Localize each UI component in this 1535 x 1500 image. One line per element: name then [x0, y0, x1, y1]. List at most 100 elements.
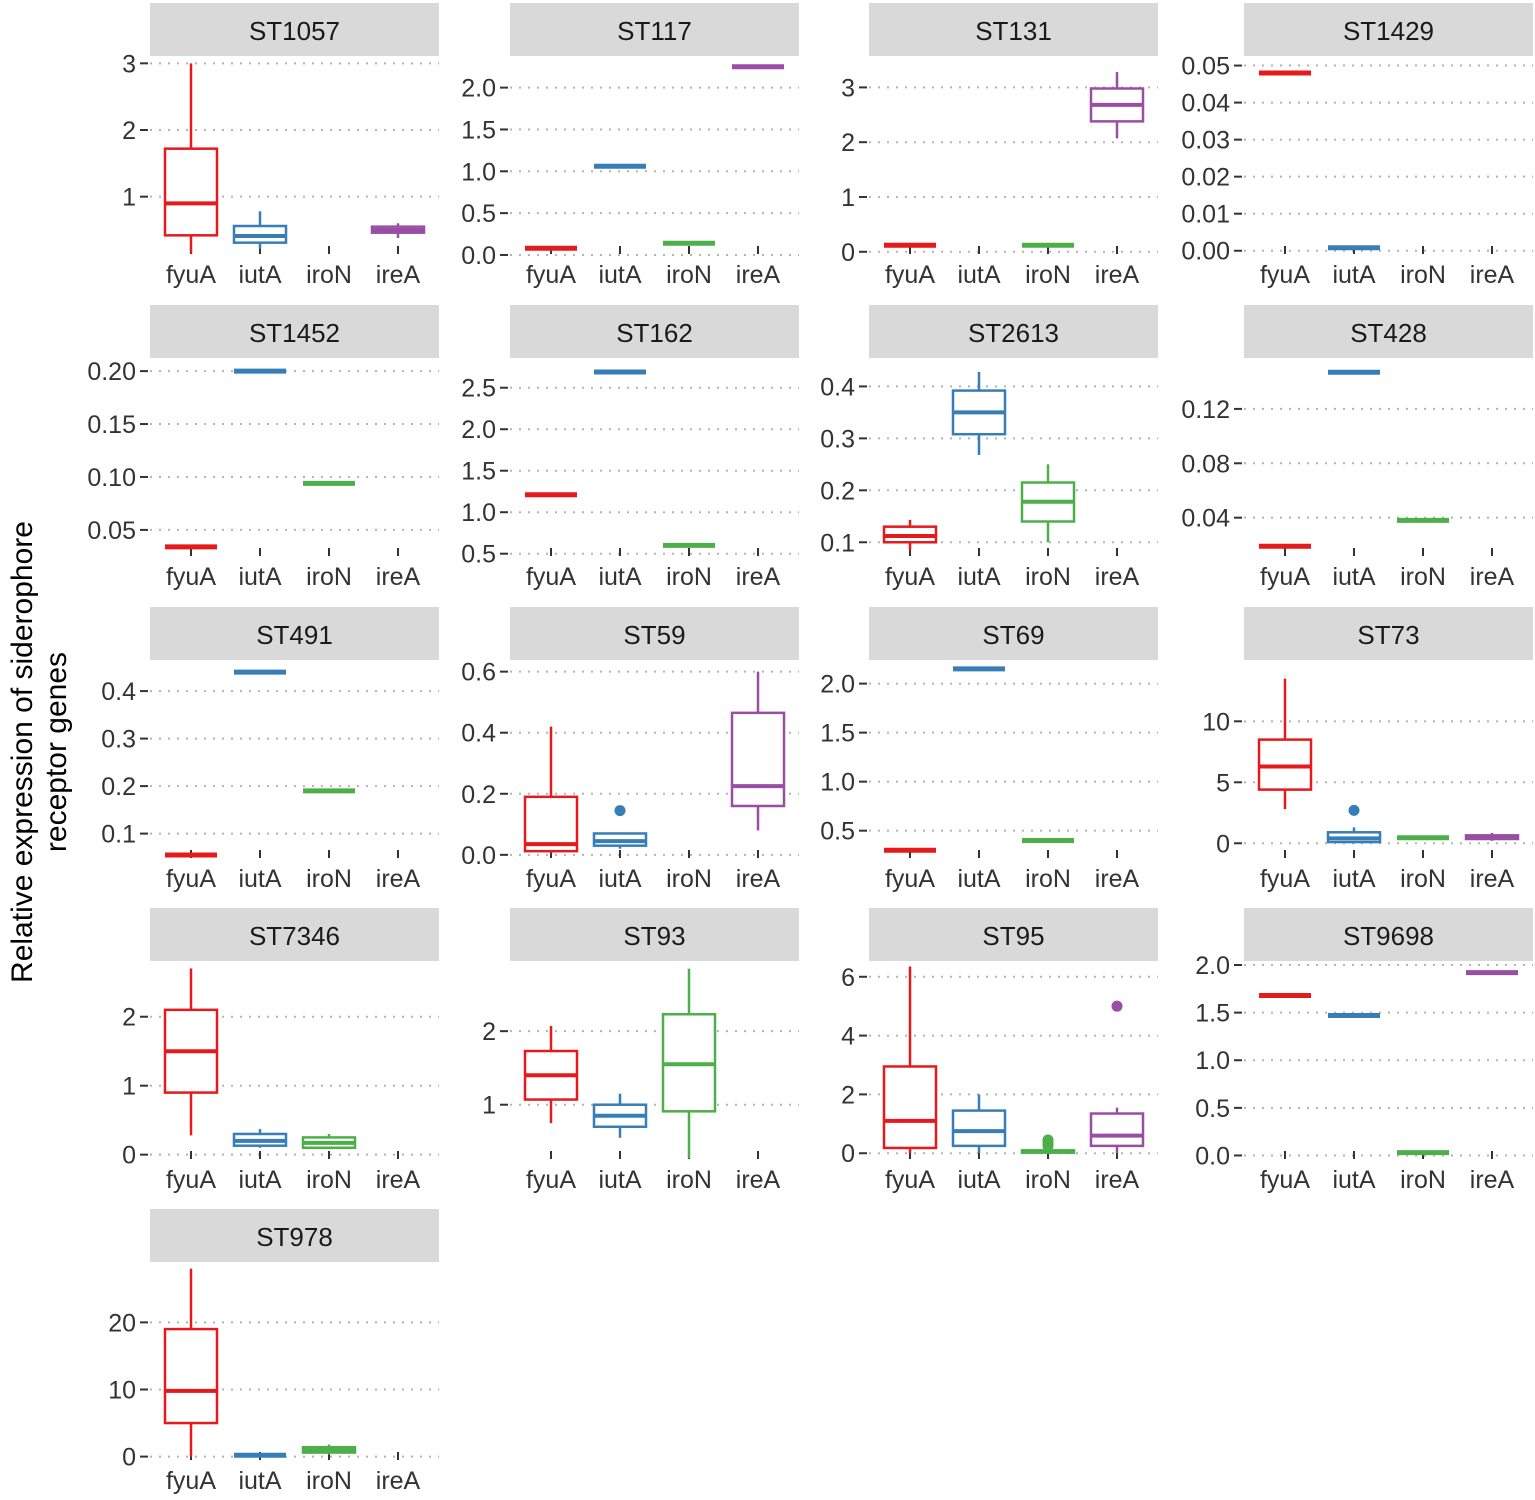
box-iqr	[1089, 1112, 1145, 1148]
x-tick-label: ireA	[1095, 261, 1140, 289]
y-tick-label: 2.0	[1195, 952, 1230, 980]
x-tick-label: ireA	[376, 865, 421, 893]
y-tick-label: 0.05	[1181, 53, 1230, 81]
y-tick-label: 2	[122, 1004, 136, 1032]
y-tick-label: 1.5	[1195, 1000, 1230, 1028]
y-tick-label: 0	[122, 1142, 136, 1170]
box-iqr	[523, 795, 579, 853]
panel-title: ST59	[623, 620, 685, 650]
y-tick-label: 0.03	[1181, 127, 1230, 155]
y-tick-label: 0.5	[461, 200, 496, 228]
box-iroN	[301, 1444, 357, 1455]
box-iqr	[951, 1109, 1007, 1148]
y-tick-label: 2	[841, 1081, 855, 1109]
panel-ST1452: ST1452 0.05 0.10 0.15 0.20 fyuA iutA iroN ireA	[87, 305, 439, 591]
box-iutA	[592, 805, 648, 849]
box-iutA	[1326, 804, 1382, 844]
x-tick-label: iroN	[1025, 261, 1071, 289]
box-fyuA	[163, 1268, 219, 1457]
y-tick-label: 2.0	[461, 75, 496, 103]
x-tick-label: ireA	[376, 563, 421, 591]
y-tick-label: 0.1	[101, 821, 136, 849]
y-tick-label: 1	[482, 1092, 496, 1120]
y-tick-label: 0.5	[820, 818, 855, 846]
panel-ST9698: ST9698 0.0 0.5 1.0 1.5 2.0 fyuA iutA iroN ireA	[1195, 908, 1533, 1194]
x-tick-label: iroN	[666, 261, 712, 289]
panel-ST1429: ST1429 0.00 0.01 0.02 0.03 0.04 0.05 fyuA iutA ir…	[1181, 3, 1533, 289]
x-tick-label: iroN	[1400, 563, 1446, 591]
x-tick-label: iroN	[306, 1467, 352, 1495]
box-outlier	[1111, 1000, 1123, 1012]
panel-title: ST93	[623, 921, 685, 951]
x-tick-label: fyuA	[166, 1166, 216, 1194]
x-tick-label: iutA	[957, 261, 1000, 289]
x-tick-label: fyuA	[1260, 563, 1310, 591]
x-tick-label: fyuA	[526, 261, 576, 289]
panel-strip	[869, 607, 1158, 660]
x-tick-label: ireA	[736, 865, 781, 893]
x-tick-label: fyuA	[1260, 261, 1310, 289]
y-tick-label: 0.0	[461, 842, 496, 870]
panel-ST1057: ST1057 1 2 3 fyuA iutA iroN ireA	[122, 3, 439, 289]
x-tick-label: iroN	[1025, 563, 1071, 591]
x-tick-label: iutA	[957, 563, 1000, 591]
panel-strip	[510, 607, 799, 660]
x-tick-label: iutA	[238, 563, 281, 591]
x-tick-label: iroN	[306, 563, 352, 591]
x-tick-label: iutA	[238, 261, 281, 289]
panel-strip	[150, 305, 439, 358]
y-tick-label: 4	[841, 1023, 855, 1051]
panel-title: ST1429	[1343, 16, 1434, 46]
box-iqr	[163, 1327, 219, 1425]
panel-title: ST95	[982, 921, 1044, 951]
y-tick-label: 1	[122, 184, 136, 212]
y-axis-title-text: Relative expression of siderophore recep…	[6, 302, 74, 1202]
panel-title: ST73	[1357, 620, 1419, 650]
panel-strip	[150, 607, 439, 660]
x-tick-label: ireA	[1470, 1166, 1515, 1194]
x-tick-label: iroN	[1400, 1166, 1446, 1194]
y-tick-label: 0.2	[101, 773, 136, 801]
panel-ST95: ST95 0 2 4 6 fyuA iutA iroN ireA	[841, 908, 1158, 1194]
box-iqr	[730, 711, 786, 808]
box-ireA	[1089, 1000, 1145, 1154]
x-tick-label: ireA	[736, 563, 781, 591]
box-ireA	[370, 223, 426, 238]
y-tick-label: 2	[841, 129, 855, 157]
box-iutA	[951, 1094, 1007, 1154]
y-tick-label: 1	[122, 1073, 136, 1101]
panel-strip	[1244, 607, 1533, 660]
x-tick-label: iroN	[1025, 865, 1071, 893]
y-tick-label: 0.04	[1181, 90, 1230, 118]
x-tick-label: iroN	[1025, 1166, 1071, 1194]
y-tick-label: 0	[122, 1444, 136, 1472]
box-fyuA	[523, 726, 579, 854]
x-tick-label: iutA	[598, 261, 641, 289]
x-tick-label: iutA	[238, 865, 281, 893]
panel-strip	[869, 908, 1158, 961]
y-tick-label: 0.10	[87, 464, 136, 492]
panel-title: ST978	[256, 1222, 333, 1252]
box-iroN	[1020, 464, 1076, 543]
panel-strip	[1244, 908, 1533, 961]
x-tick-label: fyuA	[526, 1166, 576, 1194]
panel-ST7346: ST7346 0 1 2 fyuA iutA iroN ireA	[122, 908, 439, 1194]
panel-title: ST428	[1350, 318, 1427, 348]
y-tick-label: 0.4	[820, 373, 855, 401]
x-tick-label: ireA	[1095, 563, 1140, 591]
x-tick-label: iroN	[666, 1166, 712, 1194]
box-outlier	[1042, 1134, 1054, 1146]
x-tick-label: fyuA	[1260, 1166, 1310, 1194]
x-tick-label: iroN	[306, 1166, 352, 1194]
y-tick-label: 0.04	[1181, 505, 1230, 533]
box-iutA	[232, 211, 288, 249]
panel-ST117: ST117 0.0 0.5 1.0 1.5 2.0 fyuA iutA iroN ireA	[461, 3, 799, 289]
x-tick-label: iutA	[1332, 865, 1375, 893]
panel-ST73: ST73 0 5 10 fyuA iutA iroN ireA	[1202, 607, 1533, 893]
box-fyuA	[163, 968, 219, 1136]
x-tick-label: iroN	[1400, 865, 1446, 893]
x-tick-label: ireA	[376, 261, 421, 289]
y-tick-label: 20	[108, 1309, 136, 1337]
box-iroN	[661, 968, 717, 1159]
x-tick-label: iutA	[1332, 563, 1375, 591]
